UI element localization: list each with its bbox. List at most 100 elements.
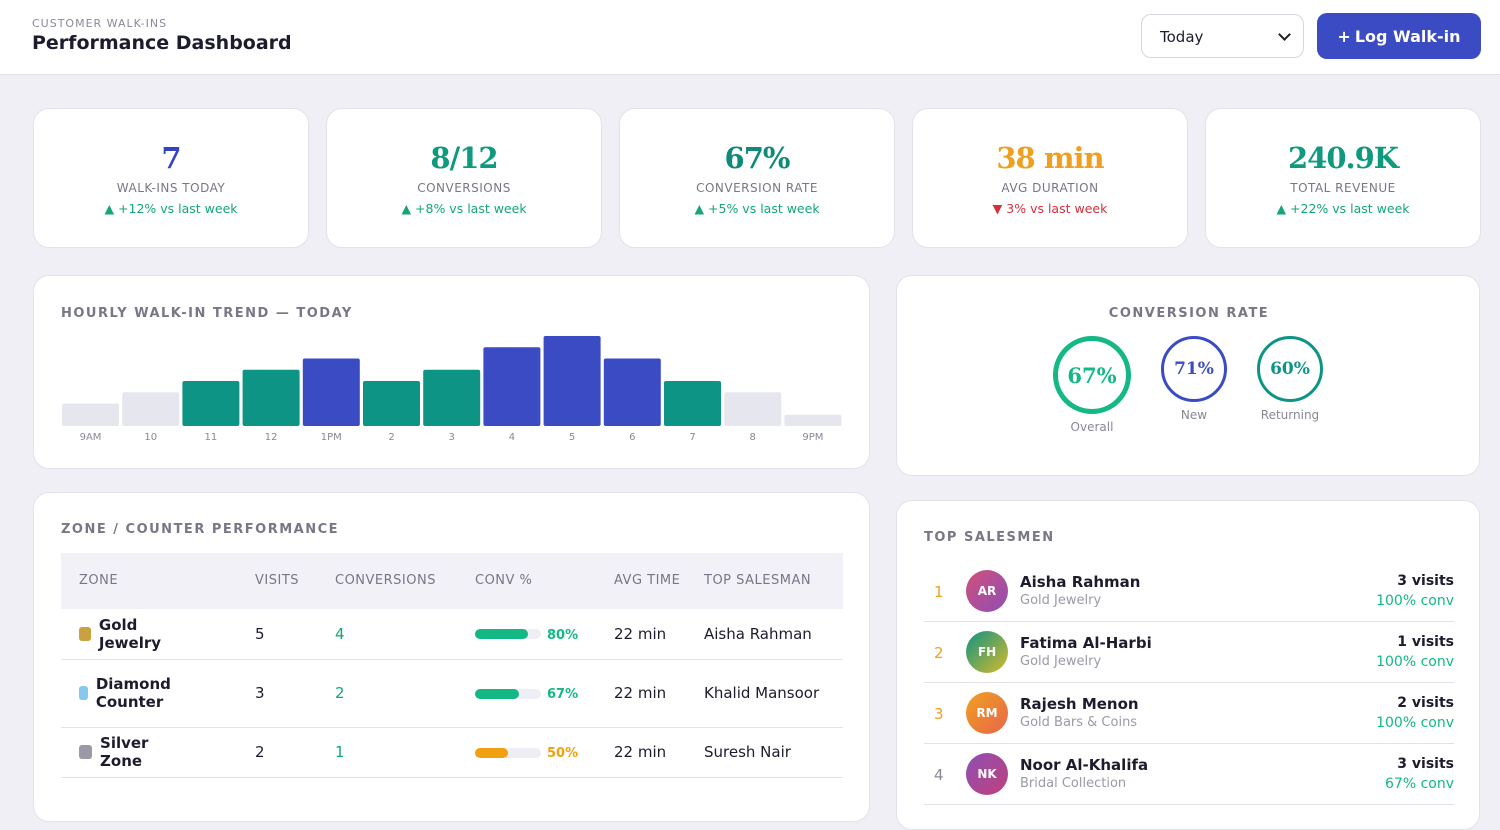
ring-value: 60% xyxy=(1257,336,1323,402)
zone-row: Silver Zone 2 1 50% 22 min Suresh Nair xyxy=(61,727,843,778)
avatar: AR xyxy=(966,570,1008,612)
column-header: TOP SALESMAN xyxy=(686,553,843,609)
page: CUSTOMER WALK-INS Performance Dashboard … xyxy=(0,0,1500,804)
salesman-zone: Gold Jewelry xyxy=(1020,593,1102,608)
rank: 4 xyxy=(934,766,944,784)
avg-time: 22 min xyxy=(596,727,686,778)
kpi-card: 7 WALK-INS TODAY +12% vs last week xyxy=(33,108,309,248)
zone-name: Gold Jewelry xyxy=(98,615,162,652)
avg-time: 22 min xyxy=(596,659,686,728)
eyebrow: CUSTOMER WALK-INS xyxy=(32,17,168,30)
column-header: VISITS xyxy=(237,553,317,609)
rank: 2 xyxy=(934,644,944,662)
salesman-name: Aisha Rahman xyxy=(1020,573,1141,591)
zone-row: Diamond Counter 3 2 67% 22 min Khalid Mansoor xyxy=(61,659,843,728)
period-select[interactable]: Today xyxy=(1141,14,1304,58)
salesman-conv: 100% conv xyxy=(1376,593,1454,609)
x-label: 3 xyxy=(449,432,455,443)
log-walkin-button[interactable]: + Log Walk-in xyxy=(1317,13,1481,59)
progress-bar xyxy=(475,747,508,758)
conv-label: 50% xyxy=(547,746,579,761)
salesman-name: Rajesh Menon xyxy=(1020,695,1139,713)
salesman-row: 1 AR Aisha Rahman Gold Jewelry 3 visits 100% … xyxy=(924,561,1454,622)
salesman-row: 3 RM Rajesh Menon Gold Bars & Coins 2 visits… xyxy=(924,683,1454,744)
column-header: CONVERSIONS xyxy=(317,553,457,609)
salesman-name: Fatima Al-Harbi xyxy=(1020,634,1152,652)
column-header: AVG TIME xyxy=(596,553,686,609)
salesman-zone: Bridal Collection xyxy=(1020,776,1127,791)
ring: 60% Returning xyxy=(1257,336,1323,422)
zone-wrap: Diamond Counter xyxy=(79,675,189,711)
salesman-visits: 2 visits xyxy=(1397,695,1454,711)
progress-track xyxy=(475,688,541,699)
x-label: 11 xyxy=(205,432,218,443)
bar xyxy=(302,358,360,426)
x-label: 10 xyxy=(144,432,157,443)
kpi-change: +8% vs last week xyxy=(327,201,601,216)
avg-time: 22 min xyxy=(596,609,686,660)
zone-card: ZONE / COUNTER PERFORMANCE ZONE VISITS CON… xyxy=(33,492,870,822)
zone-wrap: Gold Jewelry xyxy=(79,616,189,652)
ring-label: New xyxy=(1180,408,1208,422)
zone-table: ZONE VISITS CONVERSIONS CONV % AVG TIME TOP S… xyxy=(61,553,843,778)
avatar: RM xyxy=(966,692,1008,734)
ring: 67% Overall xyxy=(1053,336,1131,434)
progress-track xyxy=(475,747,541,758)
bar xyxy=(122,392,180,426)
salesmen-card: TOP SALESMEN 1 AR Aisha Rahman Gold Jewelry… xyxy=(896,500,1480,830)
x-label: 4 xyxy=(509,432,515,443)
zone-wrap: Silver Zone xyxy=(79,734,189,770)
ring-label: Overall xyxy=(1070,420,1114,434)
x-label: 9PM xyxy=(802,432,823,443)
rank: 3 xyxy=(934,705,944,723)
progress-track xyxy=(475,629,541,640)
kpi-change: +12% vs last week xyxy=(34,201,308,216)
visits: 3 xyxy=(237,659,317,728)
kpi-change: +22% vs last week xyxy=(1206,201,1480,216)
bar xyxy=(543,336,601,426)
plus-icon: + xyxy=(1337,26,1351,46)
salesman-conv: 67% conv xyxy=(1385,776,1454,792)
kpi-card: 8/12 CONVERSIONS +8% vs last week xyxy=(326,108,602,248)
bar xyxy=(363,381,420,426)
x-label: 6 xyxy=(629,432,635,443)
conv-label: 67% xyxy=(547,687,579,702)
salesman-row: 2 FH Fatima Al-Harbi Gold Jewelry 1 visits 10… xyxy=(924,622,1454,683)
conversions: 4 xyxy=(317,609,457,660)
zone-name: Silver Zone xyxy=(100,734,149,770)
zone-cell: Silver Zone xyxy=(61,727,237,778)
salesman-visits: 3 visits xyxy=(1397,573,1454,589)
salesman-visits: 3 visits xyxy=(1397,756,1454,772)
kpi-change: 3% vs last week xyxy=(913,201,1187,216)
bar xyxy=(423,369,481,426)
kpi-label: CONVERSIONS xyxy=(417,181,511,195)
ring: 71% New xyxy=(1161,336,1227,422)
kpi-label: TOTAL REVENUE xyxy=(1290,181,1396,195)
kpi-label: WALK-INS TODAY xyxy=(116,181,226,195)
kpi-card: 38 min AVG DURATION 3% vs last week xyxy=(912,108,1188,248)
top-salesman: Suresh Nair xyxy=(686,727,843,778)
section-title: TOP SALESMEN xyxy=(924,530,1055,545)
salesman-zone: Gold Jewelry xyxy=(1020,654,1102,669)
zone-name: Diamond Counter xyxy=(95,675,171,711)
zone-row: Gold Jewelry 5 4 80% 22 min Aisha Rahman xyxy=(61,609,843,660)
kpi-change: +5% vs last week xyxy=(620,201,894,216)
kpi-card: 67% CONVERSION RATE +5% vs last week xyxy=(619,108,895,248)
x-label: 1PM xyxy=(321,432,342,443)
bar xyxy=(182,381,240,426)
zone-cell: Gold Jewelry xyxy=(61,609,237,660)
kpi-value: 7 xyxy=(161,141,181,175)
kpi-value: 67% xyxy=(724,141,791,175)
conversions: 1 xyxy=(317,727,457,778)
x-label: 8 xyxy=(750,432,756,443)
bar xyxy=(242,369,300,426)
x-label: 12 xyxy=(265,432,278,443)
kpi-card: 240.9K TOTAL REVENUE +22% vs last week xyxy=(1205,108,1481,248)
bar xyxy=(664,381,721,426)
zone-swatch xyxy=(79,686,88,700)
salesman-visits: 1 visits xyxy=(1397,634,1454,650)
rank: 1 xyxy=(934,583,944,601)
x-label: 9AM xyxy=(80,432,102,443)
conversions: 2 xyxy=(317,659,457,728)
conv-cell: 50% xyxy=(457,727,596,778)
